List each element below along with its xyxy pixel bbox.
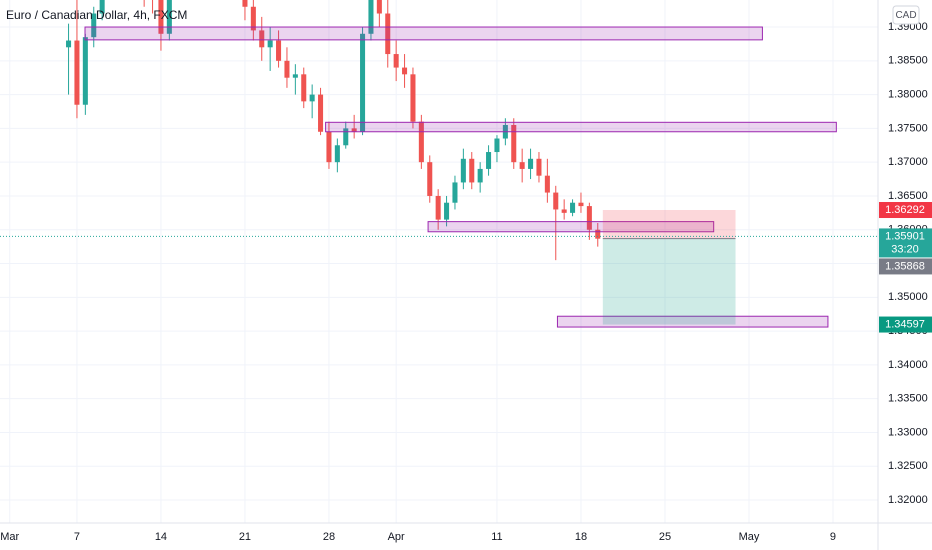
candle-body — [284, 60, 290, 78]
candle-body — [460, 158, 466, 183]
grid — [0, 0, 878, 523]
currency[interactable]: CAD — [895, 10, 916, 21]
candle-body — [309, 94, 315, 102]
candle-body — [402, 67, 408, 75]
y-tick-label: 1.34000 — [888, 359, 928, 371]
candle-body — [334, 145, 340, 163]
candle-body — [99, 0, 105, 14]
plot-area — [0, 0, 878, 328]
candle-body — [536, 158, 542, 176]
y-tick-label: 1.33500 — [888, 393, 928, 405]
price-label — [879, 202, 932, 219]
y-tick-label: 1.33000 — [888, 426, 928, 438]
candle-body — [267, 40, 273, 48]
candle-body — [91, 13, 97, 38]
candle-body — [418, 121, 424, 163]
candle-body — [301, 74, 307, 102]
candle-body — [469, 158, 475, 183]
position-target-zone — [602, 238, 736, 325]
y-tick-label: 1.38500 — [888, 55, 928, 67]
y-tick-label: 1.32500 — [888, 460, 928, 472]
candle-body — [385, 13, 391, 55]
candle-body — [166, 0, 172, 34]
candle-body — [519, 162, 525, 169]
candle-body — [351, 128, 357, 132]
candle-body — [444, 202, 450, 220]
x-tick-label: 18 — [575, 531, 587, 543]
candle-body — [250, 6, 256, 31]
x-tick-label: Apr — [388, 531, 405, 543]
candle-body — [435, 195, 441, 220]
y-tick-label: 1.32000 — [888, 494, 928, 506]
x-tick-label: 28 — [323, 531, 335, 543]
candle-body — [393, 54, 399, 68]
y-tick-label: 1.37000 — [888, 156, 928, 168]
candle-body — [242, 0, 248, 7]
entry-price-label — [879, 258, 932, 275]
x-tick-label: 11 — [491, 531, 502, 543]
y-tick-label: 1.35000 — [888, 291, 928, 303]
candle-body — [528, 158, 534, 169]
candle-body — [360, 33, 366, 132]
x-tick-label: 7 — [74, 531, 80, 543]
zone — [84, 26, 763, 41]
zone — [427, 221, 715, 233]
candle-body — [427, 162, 433, 196]
candle-body — [326, 131, 332, 163]
y-tick-label: 1.38000 — [888, 89, 928, 101]
last-price-text: 1.35901 — [885, 230, 925, 242]
candle-body — [82, 37, 88, 105]
candle-body — [292, 74, 298, 78]
x-tick-label: May — [739, 531, 760, 543]
position-stop-zone — [602, 210, 736, 239]
candle-body — [578, 202, 584, 207]
candle-body — [66, 40, 72, 48]
x-tick-label: 9 — [830, 531, 836, 543]
candle-body — [586, 206, 592, 230]
candle-body — [544, 175, 550, 193]
candle-body — [494, 138, 500, 153]
entry-price-text: 1.35868 — [885, 260, 925, 272]
x-tick-label: Mar — [0, 531, 19, 543]
candle-body — [318, 94, 324, 132]
candle-body — [74, 40, 80, 105]
candle-body — [158, 0, 164, 34]
price-label — [879, 316, 932, 333]
candle-body — [368, 0, 374, 34]
y-tick-label: 1.36500 — [888, 190, 928, 202]
candle-body — [561, 209, 567, 213]
candle-body — [595, 229, 601, 239]
countdown: 33:20 — [891, 243, 919, 255]
candle-body — [477, 168, 483, 183]
price-label-text: 1.36292 — [885, 204, 925, 216]
candle-body — [343, 128, 349, 146]
candle-body — [410, 74, 416, 122]
candle-body — [511, 125, 517, 163]
chart-title: Euro / Canadian Dollar, 4h, FXCM — [6, 8, 187, 22]
last-price-label — [879, 228, 932, 258]
currency-box[interactable] — [892, 5, 920, 25]
x-tick-label: 21 — [239, 531, 251, 543]
candle-body — [276, 40, 282, 61]
candle-body — [486, 152, 492, 169]
candle-body — [376, 0, 382, 14]
x-tick-label: 14 — [155, 531, 167, 543]
candle-body — [570, 202, 576, 213]
candle-body — [553, 192, 559, 210]
candle-body — [259, 30, 265, 48]
zone — [556, 315, 829, 328]
candle-body — [452, 182, 458, 203]
price-label-text: 1.34597 — [885, 318, 925, 330]
y-tick-label: 1.37500 — [888, 122, 928, 134]
zone — [325, 121, 837, 133]
x-tick-label: 25 — [659, 531, 671, 543]
